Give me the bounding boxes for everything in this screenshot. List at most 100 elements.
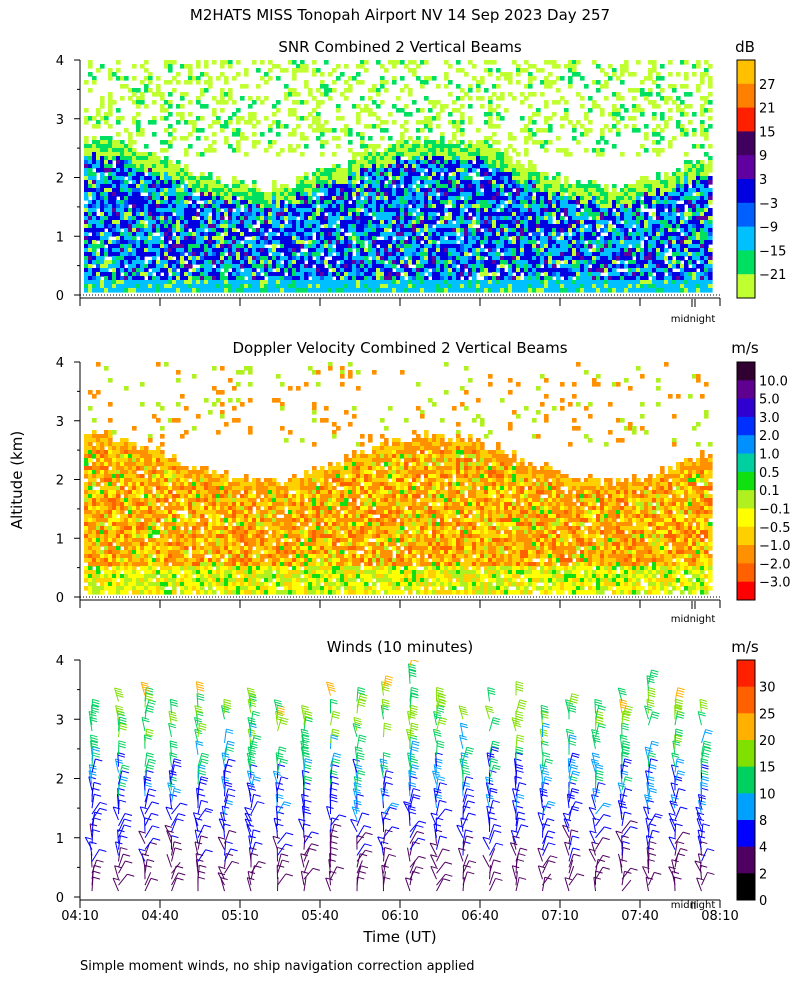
heatmap-cell <box>120 236 125 241</box>
heatmap-cell <box>120 248 125 253</box>
heatmap-cell <box>336 192 341 197</box>
heatmap-cell <box>164 60 169 65</box>
heatmap-cell <box>96 152 101 157</box>
heatmap-cell <box>224 124 229 129</box>
heatmap-cell <box>100 144 105 149</box>
heatmap-cell <box>504 240 509 245</box>
heatmap-cell <box>396 200 401 205</box>
heatmap-cell <box>512 200 517 205</box>
heatmap-cell <box>212 148 217 153</box>
heatmap-cell <box>172 224 177 229</box>
heatmap-cell <box>624 216 629 221</box>
heatmap-cell <box>112 284 117 289</box>
heatmap-cell <box>160 204 165 209</box>
heatmap-cell <box>552 228 557 233</box>
heatmap-cell <box>116 200 121 205</box>
heatmap-cell <box>100 288 105 293</box>
heatmap-cell <box>316 128 321 133</box>
heatmap-cell <box>164 180 169 185</box>
heatmap-cell <box>576 252 581 257</box>
heatmap-cell <box>232 280 237 285</box>
heatmap-cell <box>92 196 97 201</box>
heatmap-cell <box>432 228 437 233</box>
heatmap-cell <box>432 172 437 177</box>
heatmap-cell <box>92 244 97 249</box>
heatmap-cell <box>556 256 561 261</box>
heatmap-cell <box>388 272 393 277</box>
heatmap-cell <box>368 228 373 233</box>
heatmap-cell <box>320 256 325 261</box>
heatmap-cell <box>436 288 441 293</box>
heatmap-cell <box>312 220 317 225</box>
heatmap-cell <box>544 128 549 133</box>
heatmap-cell <box>464 176 469 181</box>
heatmap-cell <box>540 176 545 181</box>
heatmap-cell <box>160 280 165 285</box>
heatmap-cell <box>608 284 613 289</box>
heatmap-cell <box>324 192 329 197</box>
heatmap-cell <box>552 112 557 117</box>
heatmap-cell <box>216 200 221 205</box>
heatmap-cell <box>164 140 169 145</box>
heatmap-cell <box>344 228 349 233</box>
heatmap-cell <box>392 260 397 265</box>
heatmap-cell <box>540 284 545 289</box>
heatmap-cell <box>336 216 341 221</box>
heatmap-cell <box>524 124 529 129</box>
heatmap-cell <box>504 260 509 265</box>
heatmap-cell <box>460 220 465 225</box>
heatmap-cell <box>160 228 165 233</box>
heatmap-cell <box>112 260 117 265</box>
heatmap-cell <box>416 288 421 293</box>
heatmap-cell <box>368 208 373 213</box>
heatmap-cell <box>92 236 97 241</box>
heatmap-cell <box>164 248 169 253</box>
heatmap-cell <box>544 184 549 189</box>
heatmap-cell <box>304 288 309 293</box>
heatmap-cell <box>144 68 149 73</box>
heatmap-cell <box>332 288 337 293</box>
heatmap-cell <box>196 236 201 241</box>
heatmap-cell <box>196 152 201 157</box>
heatmap-cell <box>492 224 497 229</box>
heatmap-cell <box>380 136 385 141</box>
heatmap-cell <box>380 156 385 161</box>
heatmap-cell <box>88 248 93 253</box>
heatmap-cell <box>548 204 553 209</box>
heatmap-cell <box>564 100 569 105</box>
heatmap-cell <box>620 200 625 205</box>
heatmap-cell <box>520 264 525 269</box>
heatmap-cell <box>468 284 473 289</box>
heatmap-cell <box>220 244 225 249</box>
heatmap-cell <box>372 284 377 289</box>
heatmap-cell <box>336 268 341 273</box>
heatmap-cell <box>136 232 141 237</box>
heatmap-cell <box>292 216 297 221</box>
heatmap-cell <box>524 60 529 65</box>
heatmap-cell <box>292 232 297 237</box>
heatmap-cell <box>428 176 433 181</box>
heatmap-cell <box>368 188 373 193</box>
heatmap-cell <box>492 248 497 253</box>
heatmap-cell <box>384 80 389 85</box>
heatmap-cell <box>280 284 285 289</box>
heatmap-cell <box>212 244 217 249</box>
heatmap-cell <box>112 228 117 233</box>
heatmap-cell <box>476 180 481 185</box>
heatmap-cell <box>120 84 125 89</box>
heatmap-cell <box>544 228 549 233</box>
heatmap-cell <box>220 88 225 93</box>
heatmap-cell <box>168 112 173 117</box>
heatmap-cell <box>500 180 505 185</box>
heatmap-cell <box>516 188 521 193</box>
heatmap-cell <box>144 216 149 221</box>
heatmap-cell <box>460 180 465 185</box>
heatmap-cell <box>372 248 377 253</box>
heatmap-cell <box>460 104 465 109</box>
heatmap-cell <box>456 140 461 145</box>
heatmap-cell <box>556 192 561 197</box>
heatmap-cell <box>128 276 133 281</box>
heatmap-cell <box>284 288 289 293</box>
heatmap-cell <box>92 224 97 229</box>
heatmap-cell <box>516 80 521 85</box>
